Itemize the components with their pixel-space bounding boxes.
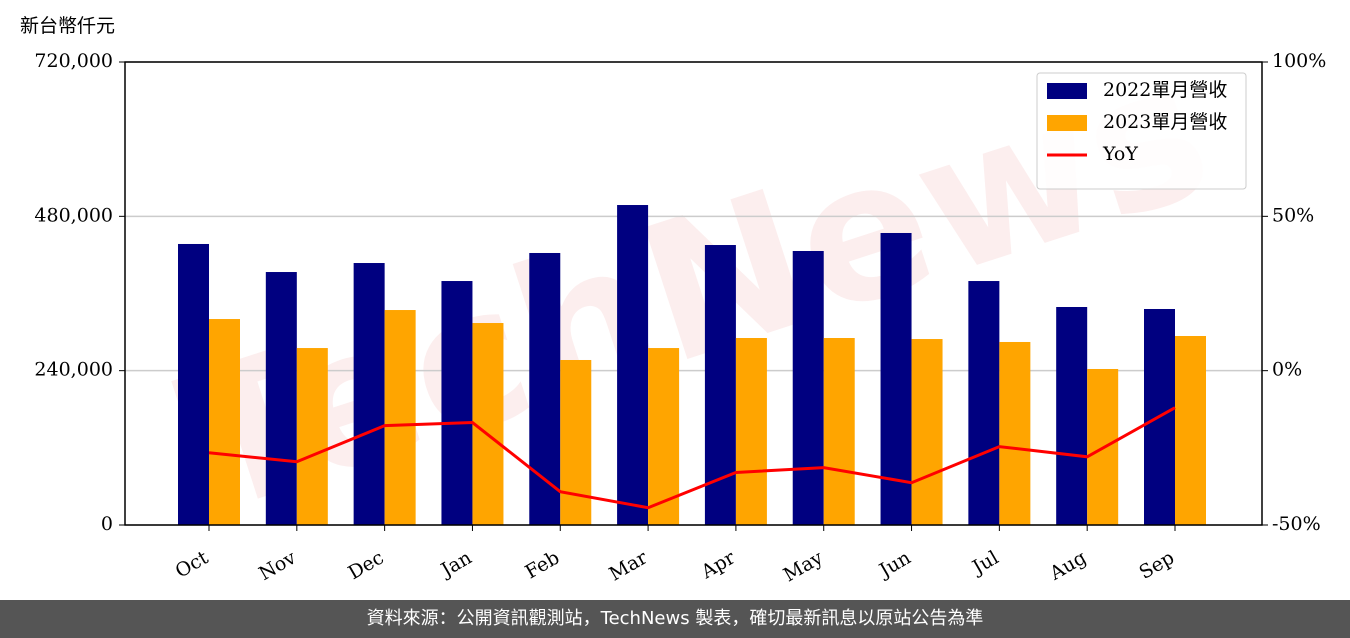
plot-frame (124, 61, 1263, 526)
line (208, 406, 1176, 510)
y-axis-label: 新台幣仟元 (20, 15, 115, 37)
x-tick-label: Nov (255, 546, 300, 585)
bar (178, 243, 209, 525)
bar (648, 348, 680, 525)
bar (265, 272, 297, 525)
y-tick-label: 0 (101, 513, 113, 535)
bar (384, 310, 416, 525)
bar (617, 205, 649, 525)
bar (823, 337, 855, 525)
legend-label: 2023單月營收 (1103, 111, 1227, 133)
bar (792, 250, 824, 526)
bar (1056, 307, 1088, 525)
x-tick-label: Jan (436, 547, 476, 583)
legend-label: 2022單月營收 (1103, 79, 1227, 101)
y2-tick-label: -50% (1272, 513, 1321, 535)
y2-tick-label: 0% (1272, 359, 1302, 381)
bar (911, 339, 943, 525)
bar (209, 319, 240, 525)
bar (353, 263, 385, 525)
y-tick-label: 240,000 (34, 359, 113, 381)
y2-tick-label: 50% (1272, 204, 1314, 226)
legend-frame (1036, 72, 1247, 190)
footer: 資料來源：公開資訊觀測站，TechNews 製表，確切最新訊息以原站公告為準 (0, 600, 1350, 638)
bar (472, 323, 504, 525)
x-tick-label: Aug (1045, 547, 1090, 586)
x-tick-label: Oct (172, 546, 213, 582)
bar (880, 232, 912, 526)
x-tick-label: Mar (606, 546, 652, 585)
bar (296, 348, 328, 525)
legend-swatch (1047, 115, 1087, 131)
bar (529, 252, 561, 526)
x-tick-label: Jun (874, 547, 915, 583)
bar (735, 337, 767, 525)
bar (441, 281, 473, 525)
legend: 2022單月營收 2023單月營收 YoY (1036, 72, 1247, 190)
x-tick-label: Jul (967, 547, 1002, 580)
x-tick-label: Feb (521, 547, 563, 584)
x-tick-label: Apr (697, 546, 740, 583)
y2-tick-label: 100% (1272, 50, 1326, 72)
y-tick-label: 720,000 (34, 50, 113, 72)
bar (968, 281, 1000, 525)
x-tick-label: May (780, 546, 827, 586)
bar (1175, 336, 1206, 525)
legend-label: YoY (1102, 143, 1138, 165)
chart: 新台幣仟元 TechNews 0240,000480,000720,000-50… (20, 15, 1326, 586)
bar (999, 341, 1031, 525)
x-tick-label: Dec (344, 547, 387, 585)
x-tick-label: Sep (1135, 547, 1178, 584)
bar (560, 359, 592, 525)
y-tick-label: 480,000 (34, 204, 113, 226)
legend-swatch (1047, 83, 1087, 99)
